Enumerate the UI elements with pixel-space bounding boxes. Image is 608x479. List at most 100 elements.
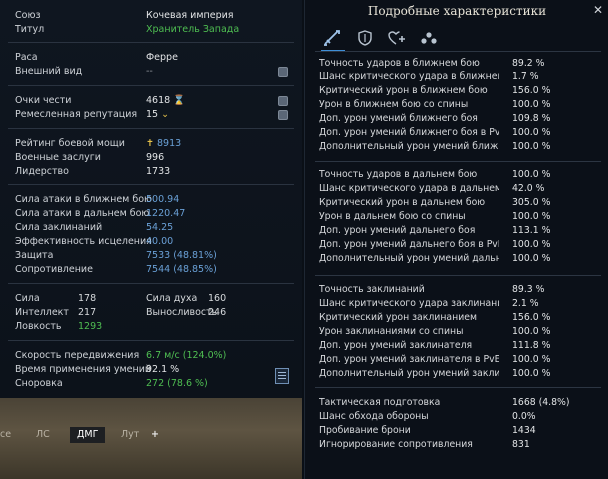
stat-label: Сила атаки в ближнем бою bbox=[15, 194, 153, 205]
attr-label: Сила духа bbox=[146, 293, 198, 304]
stat-label: Доп. урон умений дальнего боя bbox=[319, 225, 476, 236]
chat-tab[interactable]: ЛС bbox=[36, 429, 50, 440]
divider bbox=[315, 275, 601, 276]
game-world-background bbox=[0, 398, 302, 479]
stat-label: Критический урон в дальнем бою bbox=[319, 197, 486, 208]
details-list-icon[interactable] bbox=[275, 368, 289, 384]
stat-value: 111.8 % bbox=[512, 340, 551, 351]
reputation-shop-icon[interactable] bbox=[278, 110, 288, 120]
stat-label: Шанс обхода обороны bbox=[319, 411, 429, 422]
stat-label: Доп. урон умений заклинателя в PvE bbox=[319, 354, 499, 365]
stat-label: Лидерство bbox=[15, 166, 69, 177]
stat-label: Доп. урон умений дальнего боя в PvE bbox=[319, 239, 499, 250]
divider bbox=[8, 128, 294, 129]
attr-value: 246 bbox=[208, 307, 227, 318]
stat-label: Скорость передвижения bbox=[15, 350, 140, 361]
stat-value: 15 ⌄ bbox=[146, 109, 170, 120]
chat-tab-active[interactable]: ДМГ bbox=[70, 427, 106, 443]
stat-label: Сила атаки в дальнем бою bbox=[15, 208, 150, 219]
stat-label: Дополнительный урон умений дальнег... bbox=[319, 253, 499, 264]
group-icon[interactable] bbox=[417, 28, 441, 50]
stat-label: Шанс критического удара заклинанием bbox=[319, 298, 499, 309]
stat-value: 6.7 м/с (124.0%) bbox=[146, 350, 227, 361]
stat-value: 1.7 % bbox=[512, 71, 539, 82]
stat-label: Тактическая подготовка bbox=[319, 397, 441, 408]
close-icon[interactable]: ✕ bbox=[592, 3, 603, 17]
attr-label: Сила bbox=[15, 293, 40, 304]
heart-plus-icon[interactable] bbox=[385, 28, 409, 50]
stat-value: 89.2 % bbox=[512, 58, 545, 69]
stat-value: Ферре bbox=[146, 52, 178, 63]
stat-label: Сопротивление bbox=[15, 264, 93, 275]
divider bbox=[315, 387, 601, 388]
power-icon: ✝ bbox=[146, 138, 154, 149]
stat-value: 89.3 % bbox=[512, 284, 545, 295]
attr-value: 1293 bbox=[78, 321, 103, 332]
stat-label: Титул bbox=[15, 24, 45, 35]
stat-value: 2.1 % bbox=[512, 298, 539, 309]
stat-label: Сноровка bbox=[15, 378, 63, 389]
stat-label: Доп. урон умений ближнего боя bbox=[319, 113, 478, 124]
stat-value: 100.0 % bbox=[512, 99, 551, 110]
attr-value: 178 bbox=[78, 293, 97, 304]
chat-tab[interactable]: Лут bbox=[121, 429, 140, 440]
stat-value: 996 bbox=[146, 152, 165, 163]
stat-label: Урон в дальнем бою со спины bbox=[319, 211, 466, 222]
add-tab-button[interactable]: + bbox=[151, 429, 159, 440]
sword-icon[interactable] bbox=[321, 28, 345, 52]
stat-label: Дополнительный урон умений ближне... bbox=[319, 141, 499, 152]
stat-value: 1668 (4.8%) bbox=[512, 397, 570, 408]
attr-value: 160 bbox=[208, 293, 227, 304]
stat-label: Шанс критического удара в ближнем бою bbox=[319, 71, 499, 82]
stat-value: 0.0% bbox=[512, 411, 536, 422]
stat-value: 500.94 bbox=[146, 194, 180, 205]
stat-value: 831 bbox=[512, 439, 530, 450]
stat-value: 7533 (48.81%) bbox=[146, 250, 217, 261]
stat-label: Время применения умений bbox=[15, 364, 152, 375]
stat-label: Точность ударов в ближнем бою bbox=[319, 58, 480, 69]
chevron-down-icon: ⌄ bbox=[161, 109, 170, 120]
attr-label: Выносливость bbox=[146, 307, 218, 318]
stat-label: Урон заклинаниями со спины bbox=[319, 326, 464, 337]
stat-value: Хранитель Запада bbox=[146, 24, 240, 35]
stat-value: 156.0 % bbox=[512, 312, 551, 323]
divider bbox=[8, 42, 294, 43]
stat-label: Доп. урон умений заклинателя bbox=[319, 340, 473, 351]
chat-tab[interactable]: се bbox=[0, 429, 12, 440]
character-info-panel: Союз Кочевая империя Титул Хранитель Запад… bbox=[0, 0, 302, 398]
stat-value: 1220.47 bbox=[146, 208, 186, 219]
stat-value: 113.1 % bbox=[512, 225, 551, 236]
refresh-appearance-icon[interactable] bbox=[278, 67, 288, 77]
stat-label: Внешний вид bbox=[15, 66, 83, 77]
stat-label: Урон в ближнем бою со спины bbox=[319, 99, 469, 110]
stat-label: Рейтинг боевой мощи bbox=[15, 138, 125, 149]
divider bbox=[8, 184, 294, 185]
stat-label: Военные заслуги bbox=[15, 152, 101, 163]
stat-label: Критический урон заклинанием bbox=[319, 312, 477, 323]
stat-value: 4618 ⌛ bbox=[146, 95, 186, 106]
divider bbox=[315, 51, 601, 52]
stat-value: 156.0 % bbox=[512, 85, 551, 96]
stat-label: Эффективность исцеления bbox=[15, 236, 152, 247]
honor-shop-icon[interactable] bbox=[278, 96, 288, 106]
panel-title: Подробные характеристики bbox=[367, 4, 547, 18]
divider bbox=[8, 283, 294, 284]
stat-value: -- bbox=[146, 66, 153, 77]
stat-label: Доп. урон умений ближнего боя в PvE bbox=[319, 127, 499, 138]
stat-value: 42.0 % bbox=[512, 183, 545, 194]
stat-label: Критический урон в ближнем бою bbox=[319, 85, 488, 96]
stat-label: Игнорирование сопротивления bbox=[319, 439, 473, 450]
stat-value: ✝ 8913 bbox=[146, 138, 182, 149]
stat-value: 272 (78.6 %) bbox=[146, 378, 208, 389]
stat-label: Пробивание брони bbox=[319, 425, 411, 436]
stat-value: Кочевая империя bbox=[146, 10, 234, 21]
stat-value: 100.0 % bbox=[512, 368, 551, 379]
stat-value: 1733 bbox=[146, 166, 171, 177]
stat-value: 40.00 bbox=[146, 236, 174, 247]
attr-value: 217 bbox=[78, 307, 97, 318]
stat-value: 54.25 bbox=[146, 222, 174, 233]
stat-value: 109.8 % bbox=[512, 113, 551, 124]
hourglass-icon: ⌛ bbox=[173, 95, 186, 106]
stat-label: Дополнительный урон умений заклина... bbox=[319, 368, 499, 379]
shield-icon[interactable] bbox=[353, 28, 377, 50]
